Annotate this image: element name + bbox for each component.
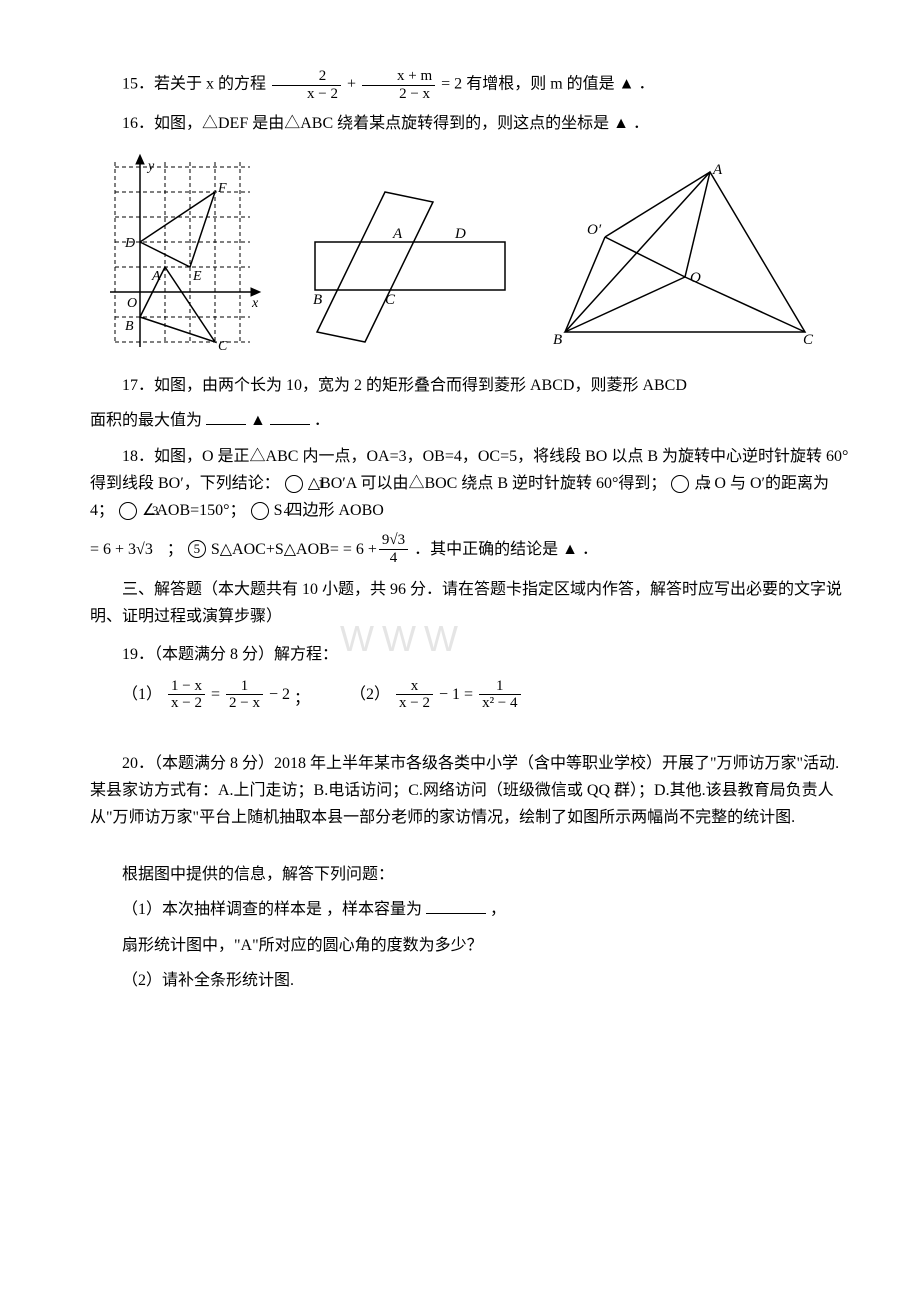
q18-c5-pre: S△AOC+S△AOB= bbox=[211, 536, 339, 563]
fig3-label-C: C bbox=[803, 332, 814, 348]
figure-rhombus: A B C D bbox=[285, 182, 525, 352]
q18-frac-num: 9√3 bbox=[379, 532, 408, 550]
q15-prefix: 15．若关于 x 的方程 bbox=[122, 76, 266, 93]
q19-semicolon: ； bbox=[294, 685, 310, 712]
figure-grid: y x O A B C D E F bbox=[90, 152, 265, 352]
q19-f1a-num: 1 − x bbox=[168, 678, 205, 696]
fig1-label-y: y bbox=[146, 159, 155, 174]
q19-eq1-sign: = bbox=[211, 681, 220, 708]
q15-frac1-num: 2 bbox=[272, 68, 341, 86]
q17-line2-a: 面积的最大值为 bbox=[90, 412, 202, 429]
q17-line2-c: ． bbox=[314, 412, 330, 429]
q16-paragraph: 16．如图，△DEF 是由△ABC 绕着某点旋转得到的，则这点的坐标是 ▲ ． bbox=[90, 110, 850, 137]
fig3-label-O: O bbox=[690, 270, 701, 286]
q15-suffix: 有增根，则 m 的值是 ▲ ． bbox=[466, 76, 654, 93]
q15-frac2-den: 2 − x bbox=[362, 86, 435, 103]
q19-title: 19．（本题满分 8 分）解方程： bbox=[90, 641, 850, 668]
q15-frac1-den: x − 2 bbox=[272, 86, 341, 103]
q17-blank-right bbox=[270, 409, 310, 425]
q19-equations: （1） 1 − x x − 2 = 1 2 − x − 2 ； （2） x x … bbox=[122, 678, 850, 712]
circled-1: 1 bbox=[285, 475, 303, 493]
q20-s1a: （1）本次抽样调查的样本是 ，样本容量为 bbox=[122, 901, 422, 918]
fig3-label-B: B bbox=[553, 332, 562, 348]
circled-2: 2 bbox=[671, 475, 689, 493]
q20-sub2: 扇形统计图中，"A"所对应的圆心角的度数为多少？ bbox=[90, 932, 850, 959]
q15-frac2-num: x + m bbox=[362, 68, 435, 86]
q20-sub1: （1）本次抽样调查的样本是 ，样本容量为 ， bbox=[90, 896, 850, 923]
q19-f1b-num: 1 bbox=[226, 678, 263, 696]
q19-f2a-num: x bbox=[396, 678, 433, 696]
q19-f2a-den: x − 2 bbox=[396, 695, 433, 712]
q20-s1b: ， bbox=[490, 901, 506, 918]
q18-c1-text: △BO′A 可以由△BOC 绕点 B 逆时针旋转 60°得到； bbox=[308, 475, 667, 492]
q20-sub3: （2）请补全条形统计图. bbox=[90, 967, 850, 994]
fig1-label-C: C bbox=[218, 339, 228, 352]
q20-p2: 根据图中提供的信息，解答下列问题： bbox=[90, 861, 850, 888]
section-3-title: 三、解答题（本大题共有 10 小题，共 96 分．请在答题卡指定区域内作答，解答… bbox=[90, 576, 850, 630]
q18-c3-text: ∠AOB=150°； bbox=[142, 502, 246, 519]
fig2-label-B: B bbox=[313, 292, 322, 308]
q15-frac1: 2 x − 2 bbox=[272, 68, 341, 102]
q19-f1b: 1 2 − x bbox=[226, 678, 263, 712]
circled-3: 3 bbox=[119, 502, 137, 520]
q19-f2a: x x − 2 bbox=[396, 678, 433, 712]
fig1-label-F: F bbox=[217, 181, 227, 196]
q19-eq2: （2） x x − 2 − 1 = 1 x² − 4 bbox=[350, 678, 523, 712]
fig3-label-A: A bbox=[712, 162, 723, 178]
fig2-label-D: D bbox=[454, 226, 466, 242]
q19-f1b-den: 2 − x bbox=[226, 695, 263, 712]
fig1-label-E: E bbox=[192, 269, 202, 284]
q19-f2b-den: x² − 4 bbox=[479, 695, 520, 712]
q15-frac2: x + m 2 − x bbox=[362, 68, 435, 102]
q18-frac: 9√3 4 bbox=[379, 532, 408, 566]
q20-p1: 20．（本题满分 8 分）2018 年上半年某市各级各类中小学（含中等职业学校）… bbox=[90, 750, 850, 832]
q19-tail1: − 2 bbox=[269, 681, 290, 708]
fig1-label-D: D bbox=[124, 236, 135, 251]
q19-f2b: 1 x² − 4 bbox=[479, 678, 520, 712]
q19-f1a: 1 − x x − 2 bbox=[168, 678, 205, 712]
fig3-label-Op: O′ bbox=[587, 222, 602, 238]
q19-f1a-den: x − 2 bbox=[168, 695, 205, 712]
figure-triangle-O: A B C O O′ bbox=[545, 162, 815, 352]
q17-line2: 面积的最大值为 ▲ ． bbox=[90, 407, 850, 434]
fig2-label-A: A bbox=[392, 226, 403, 242]
q18-frac-den: 4 bbox=[379, 550, 408, 567]
q15-eq: = 2 bbox=[441, 76, 462, 93]
circled-4: 4 bbox=[251, 502, 269, 520]
q15-plus: + bbox=[347, 76, 356, 93]
q20-blank bbox=[426, 898, 486, 914]
q18-paragraph: 18．如图，O 是正△ABC 内一点，OA=3，OB=4，OC=5，将线段 BO… bbox=[90, 443, 850, 525]
fig1-label-O: O bbox=[127, 296, 137, 311]
fig2-label-C: C bbox=[385, 292, 396, 308]
q18-suffix: ．其中正确的结论是 ▲ ． bbox=[414, 536, 598, 563]
q18-eq-left: = 6 + 3√3 bbox=[90, 536, 153, 563]
fig1-label-A: A bbox=[151, 269, 161, 284]
q19-f2b-num: 1 bbox=[479, 678, 520, 696]
fig1-label-B: B bbox=[125, 319, 134, 334]
q19-label-1: （1） bbox=[122, 681, 162, 708]
q19-eq1: （1） 1 − x x − 2 = 1 2 − x − 2 ； bbox=[122, 678, 310, 712]
q18-eq-right-pre: = 6 + bbox=[343, 536, 377, 563]
q17-line1: 17．如图，由两个长为 10，宽为 2 的矩形叠合而得到菱形 ABCD，则菱形 … bbox=[90, 372, 850, 399]
q17-blank-left bbox=[206, 409, 246, 425]
q17-marker: ▲ bbox=[250, 412, 266, 429]
q19-label-2: （2） bbox=[350, 681, 390, 708]
q19-mid2: − 1 = bbox=[439, 681, 473, 708]
q18-eq-line: = 6 + 3√3 ； 5 S△AOC+S△AOB= = 6 + 9√3 4 ．… bbox=[90, 532, 850, 566]
circled-5: 5 bbox=[188, 540, 206, 558]
q15-paragraph: 15．若关于 x 的方程 2 x − 2 + x + m 2 − x = 2 有… bbox=[90, 68, 850, 102]
q18-c4-text: S 四边形 AOBO bbox=[274, 502, 384, 519]
fig1-label-x: x bbox=[251, 296, 259, 311]
figures-row: y x O A B C D E F A B C D bbox=[90, 152, 850, 352]
